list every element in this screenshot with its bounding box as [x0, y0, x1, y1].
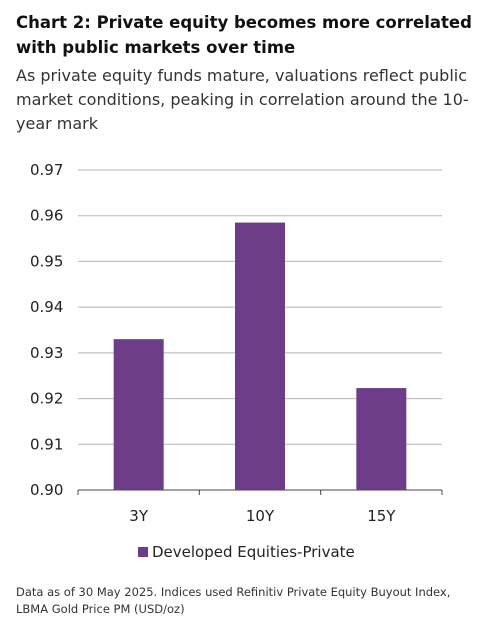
legend-label: Developed Equities-Private: [152, 543, 355, 561]
x-tick-label: 10Y: [246, 507, 275, 525]
chart-title: Chart 2: Private equity becomes more cor…: [16, 13, 472, 57]
x-tick-label: 3Y: [129, 507, 149, 525]
bar-3y: [113, 339, 164, 490]
chart-footnote: Data as of 30 May 2025. Indices used Ref…: [16, 585, 451, 616]
y-tick-label: 0.92: [30, 390, 63, 408]
y-tick-label: 0.95: [30, 252, 63, 270]
y-tick-label: 0.96: [30, 207, 63, 225]
x-tick-label: 15Y: [367, 507, 396, 525]
chart-subtitle: As private equity funds mature, valuatio…: [16, 66, 469, 133]
y-tick-label: 0.91: [30, 435, 63, 453]
y-tick-label: 0.97: [30, 161, 63, 179]
y-tick-label: 0.93: [30, 344, 63, 362]
bar-chart: 0.97 0.96 0.95 0.94 0.93 0.92 0.91 0.90 3Y 10Y 15Y…: [30, 161, 443, 561]
y-tick-label: 0.90: [30, 481, 63, 499]
bar-10y: [235, 222, 285, 491]
bar-15y: [356, 388, 407, 490]
legend-swatch: [138, 547, 148, 557]
y-tick-label: 0.94: [30, 298, 63, 316]
